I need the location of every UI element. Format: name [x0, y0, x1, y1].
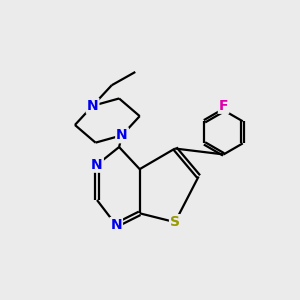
Text: N: N [87, 99, 98, 113]
Text: N: N [110, 218, 122, 232]
Text: F: F [219, 99, 228, 113]
Text: S: S [170, 215, 180, 229]
Text: N: N [91, 158, 103, 172]
Text: N: N [116, 128, 128, 142]
